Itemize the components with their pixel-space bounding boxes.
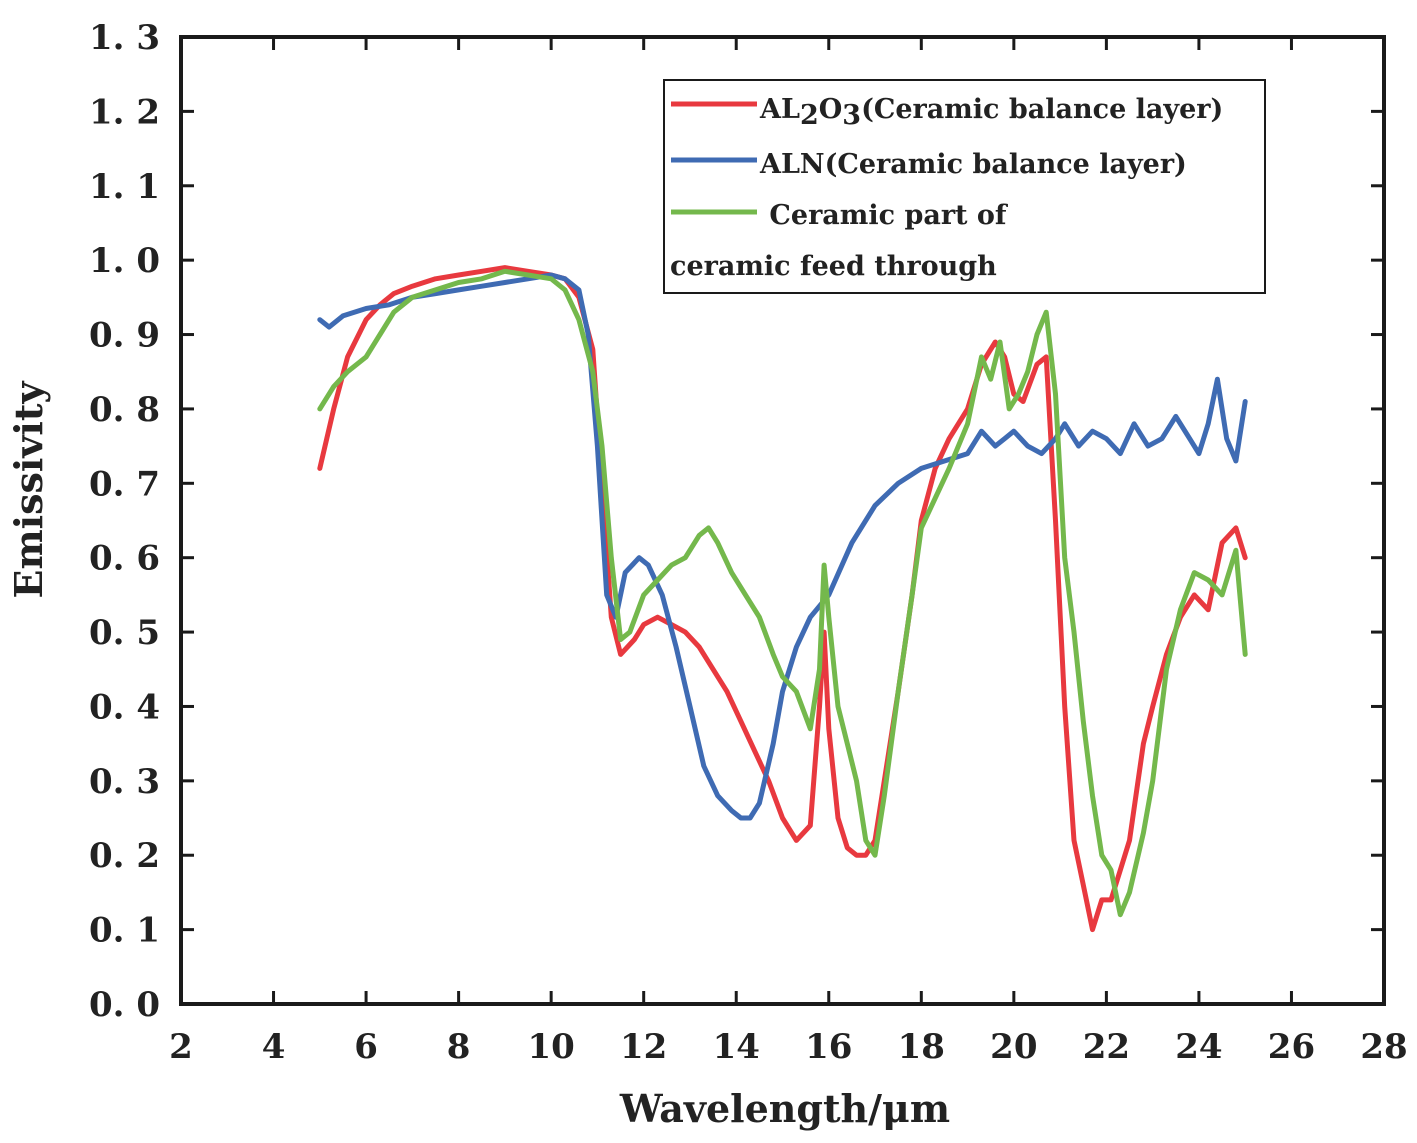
x-tick-label: 2: [169, 1027, 193, 1067]
x-tick-label: 8: [447, 1027, 471, 1067]
x-tick-label: 22: [1083, 1027, 1130, 1067]
x-tick-label: 20: [990, 1027, 1037, 1067]
y-tick-labels: 0. 0 0. 1 0. 2 0. 3 0. 4 0. 5 0. 6 0. 7 0. 8 0. 9…: [89, 18, 160, 1025]
x-tick-label: 14: [713, 1027, 760, 1067]
y-tick-label: 0. 5: [89, 613, 160, 653]
series-lines: [317, 265, 1248, 933]
legend-label-ceramic-feed-line2: ceramic feed through: [670, 251, 997, 282]
x-tick-label: 24: [1175, 1027, 1222, 1067]
y-tick-label: 1. 1: [89, 167, 160, 207]
axis-ticks: [179, 35, 1386, 1006]
series-line-aln: [317, 272, 1248, 821]
x-tick-label: 4: [262, 1027, 286, 1067]
legend: AL2O3(Ceramic balance layer) ALN(Ceramic…: [663, 79, 1266, 294]
x-tick-label: 6: [354, 1027, 378, 1067]
y-tick-label: 0. 4: [89, 687, 160, 727]
y-tick-label: 0. 2: [89, 836, 160, 876]
x-tick-label: 26: [1268, 1027, 1315, 1067]
legend-label-ceramic-feed-line1: Ceramic part of: [760, 200, 1009, 231]
y-axis-title: Emissivity: [6, 381, 51, 599]
x-tick-label: 10: [527, 1027, 574, 1067]
x-tick-label: 12: [620, 1027, 667, 1067]
y-tick-label: 0. 0: [89, 985, 160, 1025]
y-tick-label: 0. 8: [89, 390, 160, 430]
y-tick-label: 1. 2: [89, 92, 160, 132]
y-tick-label: 0. 6: [89, 539, 160, 579]
y-tick-label: 0. 7: [89, 464, 160, 504]
x-tick-label: 18: [898, 1027, 945, 1067]
y-tick-label: 1. 3: [89, 18, 160, 58]
x-tick-labels: 2 4 6 8 10 12 14 16 18 20 22 24 26 28: [169, 1027, 1408, 1067]
series-line-al2o3: [317, 265, 1248, 933]
series-line-ceramic-feed: [317, 268, 1248, 918]
legend-label-al2o3: AL2O3(Ceramic balance layer): [759, 94, 1223, 131]
legend-box: [663, 79, 1266, 294]
y-tick-label: 1. 0: [89, 241, 160, 281]
x-tick-label: 28: [1360, 1027, 1407, 1067]
x-tick-label: 16: [805, 1027, 852, 1067]
x-axis-title: Wavelength/μm: [619, 1086, 950, 1131]
y-tick-label: 0. 9: [89, 316, 160, 356]
y-tick-label: 0. 1: [89, 911, 160, 951]
y-tick-label: 0. 3: [89, 762, 160, 802]
plot-frame: [179, 35, 1386, 1006]
legend-label-aln: ALN(Ceramic balance layer): [759, 149, 1187, 180]
